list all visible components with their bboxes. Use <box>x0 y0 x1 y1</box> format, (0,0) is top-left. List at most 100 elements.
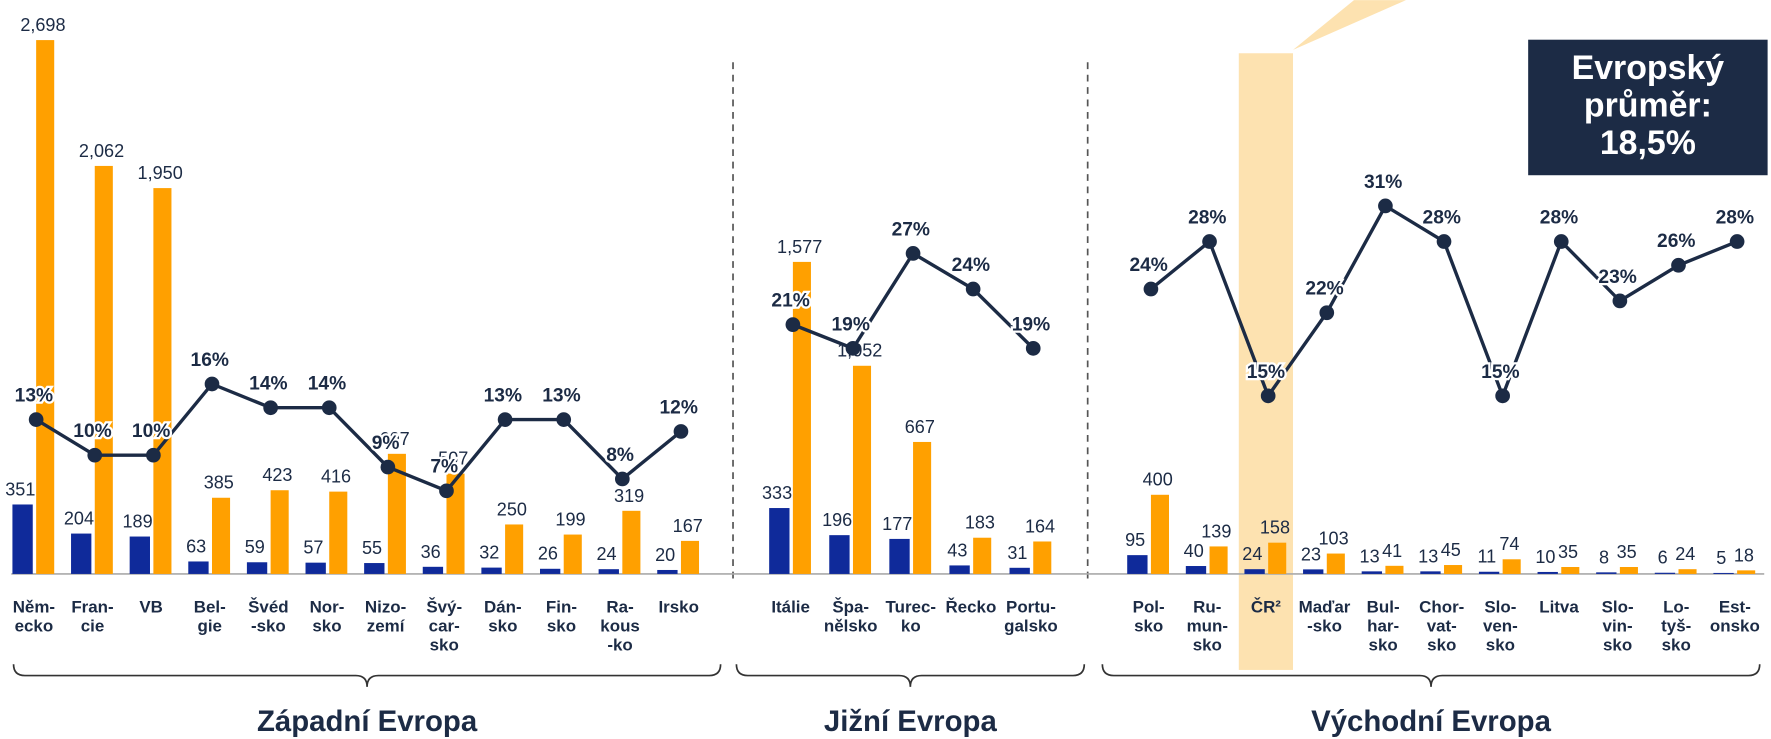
data-label: 26 <box>538 544 558 564</box>
highlight-callout <box>1293 0 1406 50</box>
bar <box>1420 571 1441 574</box>
data-label: 139 <box>1201 521 1231 541</box>
line-marker <box>263 400 278 416</box>
data-label: 31 <box>1007 543 1027 563</box>
data-label: 24 <box>596 544 616 564</box>
bar <box>364 563 385 574</box>
bar <box>973 537 992 574</box>
data-label: 19% <box>832 314 870 335</box>
bar <box>270 490 289 574</box>
data-label: 177 <box>882 514 912 534</box>
data-label: 6 <box>1658 548 1668 568</box>
data-label: 385 <box>204 473 234 493</box>
bar <box>1561 567 1580 574</box>
bar <box>1385 565 1404 574</box>
line-marker <box>439 483 454 499</box>
data-label: 40 <box>1184 541 1204 561</box>
data-label: 183 <box>965 513 995 533</box>
bar <box>1678 569 1697 574</box>
x-tick-label: Ra-kous -ko <box>600 597 640 654</box>
bar <box>12 504 33 574</box>
bar <box>387 453 406 574</box>
data-label: 43 <box>947 540 967 560</box>
x-tick-label: Fran-cie <box>71 597 113 635</box>
data-label: 13 <box>1418 546 1438 566</box>
data-label: 10 <box>1535 547 1555 567</box>
data-label: 18 <box>1734 545 1754 565</box>
line-marker <box>497 412 513 427</box>
data-label: 103 <box>1318 529 1348 549</box>
bar <box>305 562 326 574</box>
data-label: 32 <box>479 543 499 563</box>
x-tick-label: Lo-tyš-sko <box>1661 597 1691 654</box>
line-marker <box>673 424 689 439</box>
x-tick-label: Nor-sko <box>310 597 345 635</box>
x-tick-label: Maďar -sko <box>1299 597 1351 635</box>
line-marker <box>1612 293 1628 309</box>
x-tick-label: Irsko <box>658 597 698 616</box>
data-label: 15% <box>1481 362 1519 383</box>
bar <box>1478 571 1500 574</box>
line-marker <box>1436 234 1452 249</box>
bar <box>1502 559 1521 574</box>
data-label: 27% <box>892 219 930 240</box>
data-label: 24 <box>1675 544 1695 564</box>
data-label: 28% <box>1423 207 1461 228</box>
data-label: 36 <box>421 542 441 562</box>
data-label: 35 <box>1558 542 1578 562</box>
data-label: 22% <box>1305 279 1343 300</box>
data-label: 2,698 <box>20 15 65 35</box>
bar <box>1444 565 1463 574</box>
data-label: 250 <box>497 499 527 519</box>
data-label: 28% <box>1188 207 1226 228</box>
bar <box>598 569 619 574</box>
bar <box>188 561 209 574</box>
x-tick-label: VB <box>139 597 163 616</box>
bar <box>657 569 678 574</box>
bar <box>94 165 113 574</box>
bar <box>680 540 700 574</box>
group-brace <box>735 664 1086 687</box>
x-tick-label: Řecko <box>945 597 996 616</box>
bar <box>769 508 790 574</box>
bar <box>889 538 910 574</box>
data-label: 14% <box>249 374 287 395</box>
x-tick-label: Est-onsko <box>1710 597 1760 635</box>
x-tick-label: ČR² <box>1251 597 1281 616</box>
line <box>35 381 683 493</box>
x-tick-label: Pol-sko <box>1133 597 1165 635</box>
x-tick-label: Něm-ecko <box>13 597 55 635</box>
line-marker <box>204 376 220 392</box>
group-title: Východní Evropa <box>1311 705 1551 738</box>
bar <box>1303 569 1324 574</box>
x-tick-label: Bel-gie <box>194 597 226 635</box>
data-label: 319 <box>614 486 644 506</box>
group-brace <box>12 664 722 687</box>
data-label: 11 <box>1477 547 1496 567</box>
x-tick-label: Špa-nělsko <box>824 597 878 635</box>
data-label: 400 <box>1143 470 1173 490</box>
data-label: 28% <box>1716 207 1754 228</box>
line-marker <box>1495 388 1510 404</box>
line-marker <box>1729 234 1745 249</box>
data-label: 1,950 <box>138 163 183 183</box>
line-marker <box>1671 257 1686 273</box>
x-tick-label: Slo-ven-sko <box>1483 597 1518 654</box>
line-marker <box>321 400 337 416</box>
x-tick-label: Dán-sko <box>484 597 522 635</box>
bar <box>539 568 561 574</box>
data-label: 13 <box>1360 546 1380 566</box>
group-title: Jižní Evropa <box>824 705 998 738</box>
x-tick-label: Slo-vin-sko <box>1602 597 1634 654</box>
data-label: 24 <box>1242 544 1262 564</box>
x-tick-label: Fin-sko <box>546 597 577 635</box>
x-tick-label: Litva <box>1539 597 1579 616</box>
data-label: 204 <box>64 509 94 529</box>
annotation: Evropský průměr: 18,5% <box>1572 49 1725 162</box>
data-label: 19% <box>1012 314 1050 335</box>
line-marker <box>785 317 801 332</box>
bar <box>1009 567 1030 574</box>
data-label: 5 <box>1716 548 1726 568</box>
data-label: 21% <box>771 291 809 312</box>
